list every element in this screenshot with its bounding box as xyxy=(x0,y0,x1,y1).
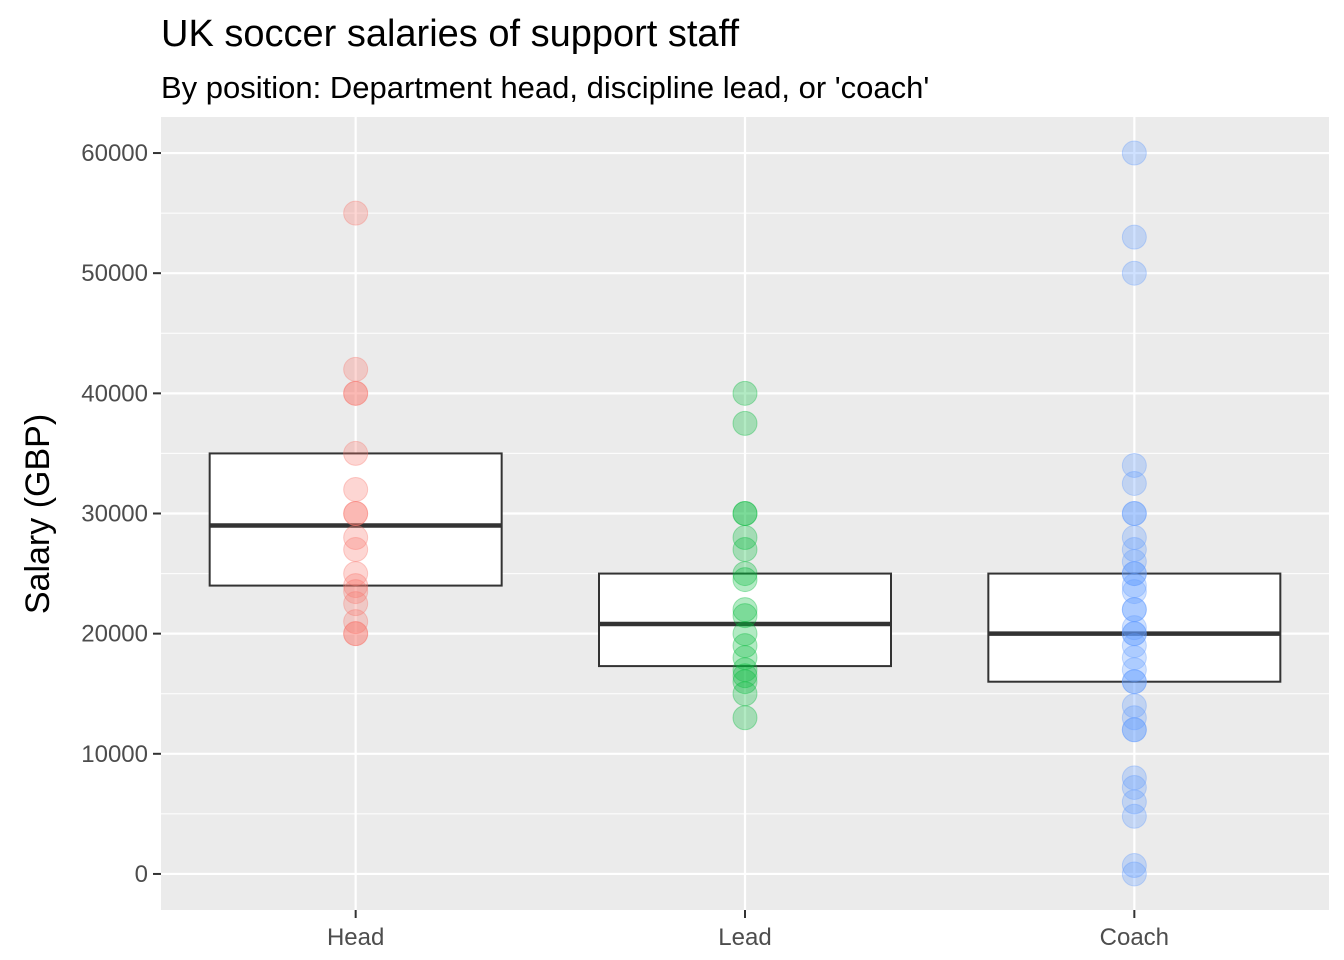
data-point-lead xyxy=(732,705,758,731)
box-coach xyxy=(987,572,1282,683)
data-point-coach xyxy=(1121,549,1147,575)
data-point-head xyxy=(343,380,369,406)
data-point-coach xyxy=(1121,621,1147,647)
point-layer xyxy=(343,140,1147,887)
data-point-head xyxy=(343,476,369,502)
data-point-coach xyxy=(1121,669,1147,695)
data-point-lead xyxy=(732,410,758,436)
data-point-head xyxy=(343,501,369,526)
data-point-coach xyxy=(1121,717,1147,743)
data-point-head xyxy=(343,561,369,587)
data-point-coach xyxy=(1121,579,1147,605)
data-point-lead xyxy=(732,621,758,647)
data-point-lead xyxy=(732,669,758,695)
data-point-lead xyxy=(732,681,758,707)
y-tick-label: 10000 xyxy=(81,741,148,768)
data-point-lead xyxy=(732,380,758,406)
data-point-coach xyxy=(1121,717,1147,743)
box-layer xyxy=(208,452,1282,683)
data-point-lead xyxy=(732,657,758,683)
data-point-lead xyxy=(732,501,758,526)
y-tick-label: 20000 xyxy=(81,621,148,648)
y-axis-title: Salary (GBP) xyxy=(19,414,57,614)
data-point-coach xyxy=(1121,561,1147,587)
x-tick-label: Head xyxy=(327,924,384,951)
data-point-coach xyxy=(1121,470,1147,496)
data-point-coach xyxy=(1121,224,1147,250)
y-tick-label: 40000 xyxy=(81,380,148,407)
data-point-coach xyxy=(1121,597,1147,623)
data-point-coach xyxy=(1121,621,1147,647)
data-point-head xyxy=(343,621,369,647)
data-point-head xyxy=(343,200,369,226)
y-tick-label: 30000 xyxy=(81,501,148,528)
data-point-coach xyxy=(1121,765,1147,791)
data-point-coach xyxy=(1121,260,1147,286)
x-axis: Head Lead Coach xyxy=(327,910,1169,951)
chart-title: UK soccer salaries of support staff xyxy=(161,13,739,55)
data-point-coach xyxy=(1121,561,1147,587)
data-point-head xyxy=(343,501,369,526)
data-point-head xyxy=(343,609,369,635)
data-point-coach xyxy=(1121,803,1147,829)
y-axis: 0 10000 20000 30000 40000 50000 60000 xyxy=(81,140,161,888)
y-tick-label: 50000 xyxy=(81,260,148,287)
data-point-coach xyxy=(1121,861,1147,887)
data-point-coach xyxy=(1121,853,1147,879)
box-lead xyxy=(598,572,892,668)
chart-subtitle: By position: Department head, discipline… xyxy=(161,70,929,105)
y-tick-label: 0 xyxy=(135,861,148,888)
data-point-head xyxy=(343,579,369,605)
data-point-coach xyxy=(1121,573,1147,599)
data-point-head xyxy=(343,621,369,647)
data-point-lead xyxy=(732,597,758,623)
data-point-coach xyxy=(1121,501,1147,526)
data-point-coach xyxy=(1121,693,1147,719)
data-point-coach xyxy=(1121,501,1147,526)
data-point-head xyxy=(343,440,369,466)
data-point-lead xyxy=(732,633,758,659)
data-point-coach xyxy=(1121,669,1147,695)
data-point-lead xyxy=(732,567,758,593)
data-point-coach xyxy=(1121,597,1147,623)
x-tick-label: Coach xyxy=(1100,924,1169,951)
data-point-coach xyxy=(1121,615,1147,641)
data-point-coach xyxy=(1121,705,1147,731)
data-point-head xyxy=(343,356,369,382)
data-point-lead xyxy=(732,501,758,526)
data-point-coach xyxy=(1121,789,1147,815)
data-point-lead xyxy=(732,537,758,563)
data-point-coach xyxy=(1121,525,1147,551)
data-point-coach xyxy=(1121,140,1147,166)
data-point-coach xyxy=(1121,537,1147,563)
data-point-lead xyxy=(732,663,758,689)
data-point-lead xyxy=(732,603,758,629)
y-tick-label: 60000 xyxy=(81,140,148,167)
box-head xyxy=(208,452,503,587)
data-point-head xyxy=(343,537,369,563)
data-point-coach xyxy=(1121,774,1147,800)
data-point-coach xyxy=(1121,657,1147,683)
data-point-head xyxy=(343,573,369,599)
data-point-lead xyxy=(732,525,758,551)
data-point-coach xyxy=(1121,452,1147,478)
data-point-lead xyxy=(732,561,758,587)
data-point-head xyxy=(343,591,369,617)
data-point-head xyxy=(343,525,369,551)
data-point-lead xyxy=(732,645,758,671)
data-point-coach xyxy=(1121,633,1147,659)
data-point-coach xyxy=(1121,645,1147,671)
data-point-head xyxy=(343,380,369,406)
x-tick-label: Lead xyxy=(718,924,771,951)
